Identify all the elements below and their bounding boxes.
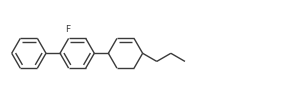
Text: F: F <box>65 25 71 34</box>
